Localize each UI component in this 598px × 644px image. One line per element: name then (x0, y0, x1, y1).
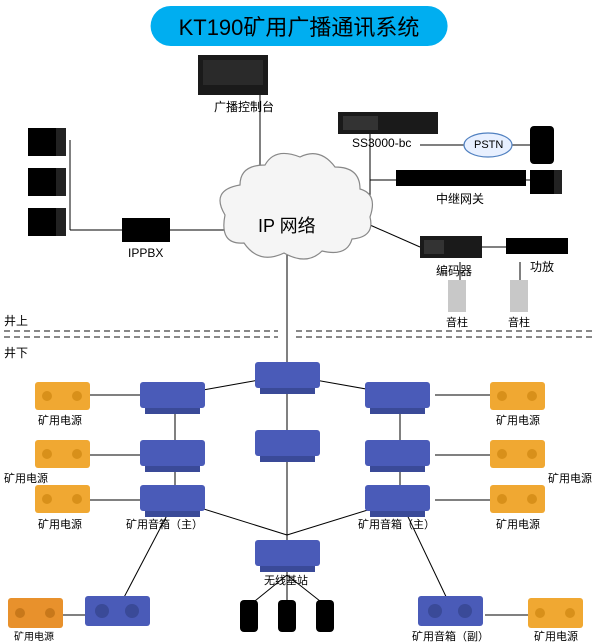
label-speaker-2: 音柱 (508, 314, 530, 330)
phone-icon (28, 168, 66, 196)
phone-icon (28, 128, 66, 156)
label-mine-speaker-main: 矿用音箱（主） (126, 516, 203, 532)
mine-power-icon (490, 382, 545, 410)
mine-power-icon (490, 485, 545, 513)
label-below-ground: 井下 (4, 344, 28, 361)
mine-hub-icon (255, 430, 320, 462)
mine-hub-icon (140, 440, 205, 472)
phone-icon (28, 208, 66, 236)
handset-icon (278, 600, 296, 632)
handset-icon (316, 600, 334, 632)
mine-speaker-icon (85, 596, 150, 626)
speaker-icon (510, 280, 528, 312)
label-mine-power: 矿用电源 (534, 628, 578, 644)
label-relay-gateway: 中继网关 (436, 190, 484, 207)
mine-hub-icon (365, 382, 430, 414)
mine-hub-icon (365, 485, 430, 517)
label-mine-power: 矿用电源 (4, 470, 48, 486)
amplifier-icon (506, 238, 568, 254)
mine-hub-icon (255, 362, 320, 394)
mine-hub-icon (140, 485, 205, 517)
label-wireless-base: 无线基站 (264, 572, 308, 588)
ippbx-icon (122, 218, 170, 242)
label-mine-power: 矿用电源 (38, 516, 82, 532)
label-mine-speaker-main: 矿用音箱（主） (358, 516, 435, 532)
label-ss3000: SS3000-bc (352, 136, 411, 150)
label-mine-speaker-sub: 矿用音箱（副） (412, 628, 489, 644)
mine-power-icon (490, 440, 545, 468)
label-broadcast-console: 广播控制台 (214, 98, 274, 115)
label-above-ground: 井上 (4, 312, 28, 329)
mine-power-icon (35, 382, 90, 410)
mine-hub-icon (255, 540, 320, 572)
label-encoder: 编码器 (436, 262, 472, 279)
label-pstn: PSTN (474, 139, 503, 151)
mine-power-icon (528, 598, 583, 628)
relay-gateway-icon (396, 170, 526, 186)
label-speaker-1: 音柱 (446, 314, 468, 330)
phone-icon (530, 170, 562, 194)
label-ippbx: IPPBX (128, 246, 163, 260)
mine-power-icon (35, 485, 90, 513)
mine-power-icon (35, 440, 90, 468)
label-mine-power: 矿用电源 (38, 412, 82, 428)
speaker-icon (448, 280, 466, 312)
mine-power-icon (8, 598, 63, 628)
mine-speaker-icon (418, 596, 483, 626)
label-amplifier: 功放 (530, 258, 554, 275)
label-mine-power: 矿用电源 (496, 516, 540, 532)
label-ip-network: IP 网络 (258, 212, 316, 238)
label-mine-power: 矿用电源 (548, 470, 592, 486)
label-mine-power: 矿用电源 (14, 628, 54, 643)
mine-hub-icon (365, 440, 430, 472)
handset-icon (240, 600, 258, 632)
label-mine-power: 矿用电源 (496, 412, 540, 428)
ip-network-cloud (220, 153, 372, 259)
mine-hub-icon (140, 382, 205, 414)
handset-icon (530, 126, 554, 164)
